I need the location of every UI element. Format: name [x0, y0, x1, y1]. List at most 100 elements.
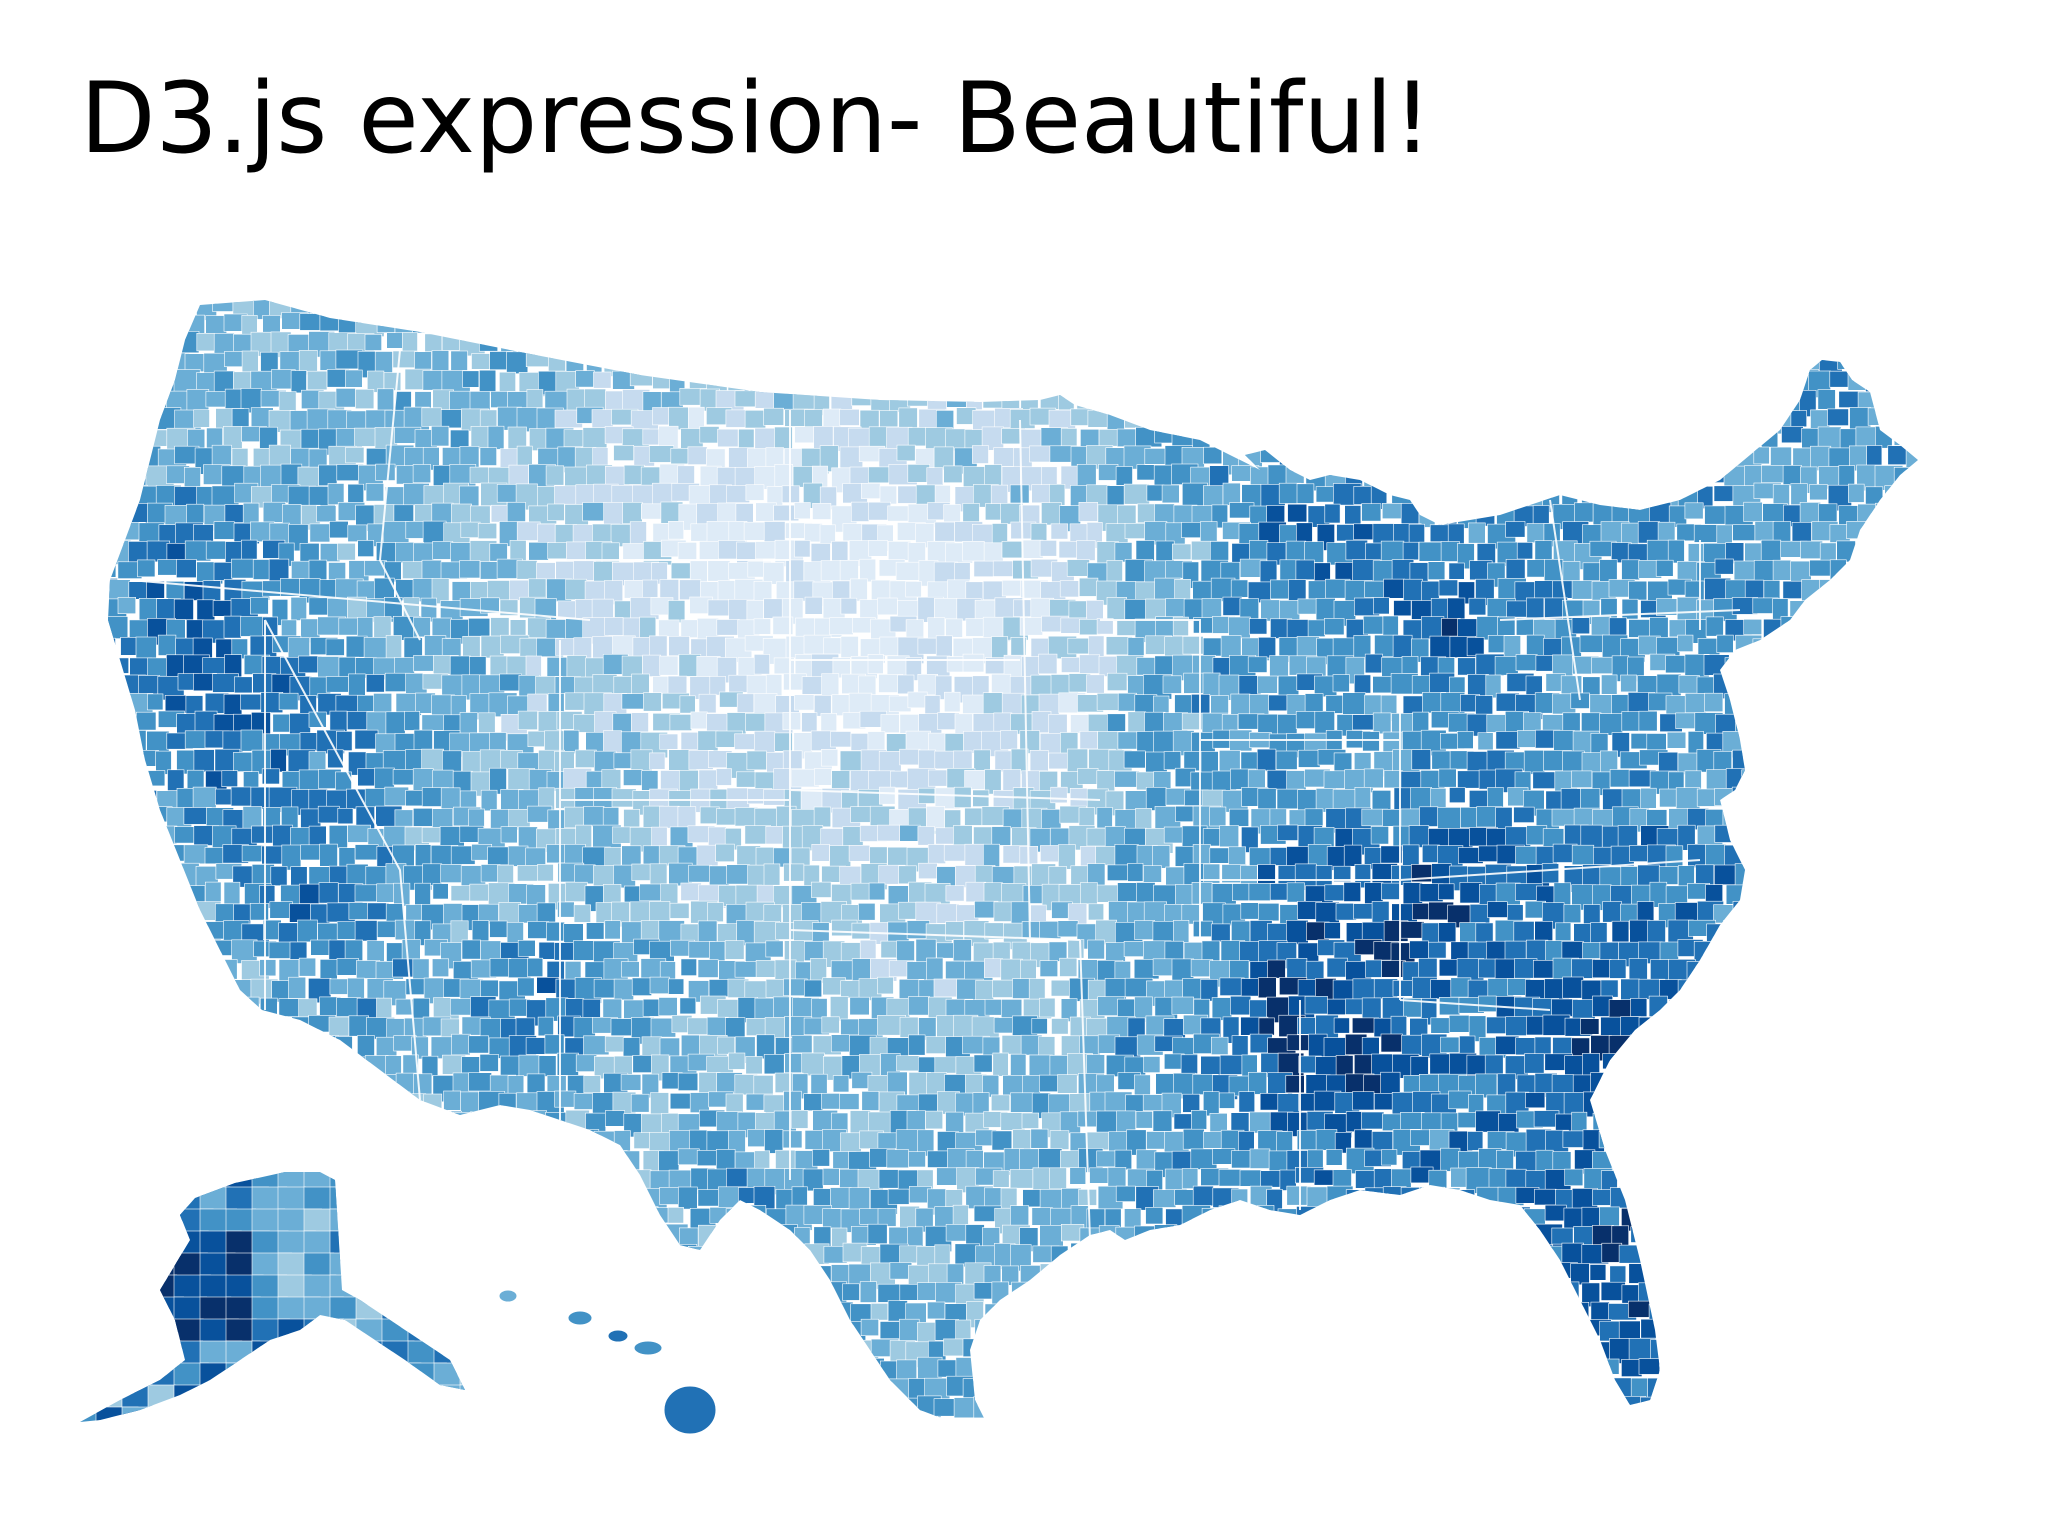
conus-county — [1772, 559, 1792, 581]
conus-county — [184, 353, 207, 373]
conus-county — [1628, 1110, 1648, 1133]
conus-county — [658, 997, 678, 1017]
conus-county — [1751, 750, 1770, 777]
conus-county — [1383, 353, 1412, 377]
conus-county — [736, 693, 755, 713]
conus-county — [193, 524, 214, 543]
conus-county — [1754, 521, 1775, 542]
conus-county — [214, 1053, 236, 1070]
conus-county — [1326, 390, 1346, 418]
conus-county — [1400, 921, 1425, 939]
conus-county — [1647, 467, 1676, 484]
conus-county — [1773, 748, 1791, 772]
conus-county — [1142, 407, 1171, 431]
conus-county — [830, 1034, 850, 1053]
conus-county — [1165, 1243, 1184, 1262]
conus-county — [1782, 580, 1803, 599]
conus-county — [1002, 312, 1026, 336]
conus-county — [402, 300, 425, 322]
conus-county — [111, 844, 130, 866]
conus-county — [1239, 1207, 1265, 1232]
conus-county — [573, 904, 591, 923]
conus-county — [1050, 523, 1069, 540]
conus-county — [1523, 1244, 1553, 1268]
conus-county — [1382, 1226, 1408, 1246]
conus-county — [357, 1151, 384, 1169]
conus-county — [1108, 1245, 1132, 1264]
conus-county — [1667, 349, 1694, 376]
conus-county — [480, 1205, 507, 1225]
conus-county — [1647, 426, 1670, 443]
conus-county — [1638, 710, 1658, 732]
conus-county — [621, 350, 642, 377]
conus-county — [297, 1036, 317, 1058]
conus-county — [1886, 978, 1914, 1002]
conus-county — [345, 300, 366, 317]
conus-county — [431, 958, 449, 977]
conus-county — [775, 352, 795, 371]
conus-county — [468, 1072, 492, 1092]
conus-county — [1846, 980, 1871, 1005]
conus-county — [659, 655, 679, 676]
conus-county — [357, 1111, 384, 1133]
conus-county — [1533, 352, 1553, 371]
conus-county — [1819, 1074, 1843, 1092]
conus-county — [108, 541, 110, 566]
conus-county — [1057, 920, 1079, 938]
conus-county — [1124, 300, 1149, 320]
conus-county — [1402, 730, 1423, 752]
conus-county — [1505, 521, 1526, 538]
conus-county — [1866, 334, 1893, 352]
conus-county — [1704, 1113, 1725, 1140]
conus-county — [1838, 654, 1859, 671]
conus-county — [812, 1149, 830, 1167]
conus-county — [477, 300, 502, 321]
conus-county — [252, 1016, 275, 1039]
conus-county — [1743, 1074, 1767, 1096]
conus-county — [613, 1169, 633, 1196]
conus-county — [745, 1246, 769, 1267]
conus-county — [1827, 940, 1854, 964]
conus-county — [1906, 674, 1918, 695]
conus-county — [1363, 615, 1384, 635]
conus-county — [1809, 333, 1838, 358]
conus-county — [650, 331, 673, 350]
conus-county — [1468, 408, 1488, 427]
conus-county — [128, 845, 146, 870]
conus-county — [337, 1224, 364, 1251]
conus-county — [1057, 312, 1074, 340]
conus-county — [1382, 1113, 1403, 1132]
conus-county — [1809, 976, 1827, 1004]
conus-county — [1640, 1243, 1666, 1265]
conus-county — [1257, 788, 1277, 812]
conus-county — [1268, 351, 1294, 378]
conus-county — [1620, 330, 1647, 350]
conus-county — [1354, 330, 1383, 357]
conus-county — [1601, 674, 1618, 695]
conus-county — [1600, 979, 1619, 998]
conus-county — [1906, 637, 1918, 656]
conus-county — [690, 523, 708, 542]
conus-county — [1610, 311, 1628, 331]
conus-county — [1257, 675, 1278, 694]
conus-county — [1798, 961, 1816, 985]
conus-county — [108, 999, 109, 1024]
conus-county — [526, 312, 555, 337]
conus-county — [1640, 300, 1667, 314]
conus-county — [108, 978, 120, 1004]
conus-county — [1705, 960, 1729, 977]
conus-county — [538, 1055, 557, 1077]
conus-county — [1656, 673, 1682, 697]
conus-county — [1743, 960, 1773, 979]
conus-county — [1886, 864, 1904, 885]
conus-county — [1906, 1168, 1918, 1188]
conus-county — [765, 332, 795, 360]
conus-county — [868, 501, 891, 521]
conus-county — [1411, 675, 1431, 695]
conus-county — [1771, 369, 1790, 396]
conus-county — [1137, 387, 1165, 414]
conus-county — [1840, 961, 1864, 980]
conus-county — [1866, 1204, 1895, 1230]
conus-county — [746, 750, 767, 771]
conus-county — [859, 558, 877, 583]
